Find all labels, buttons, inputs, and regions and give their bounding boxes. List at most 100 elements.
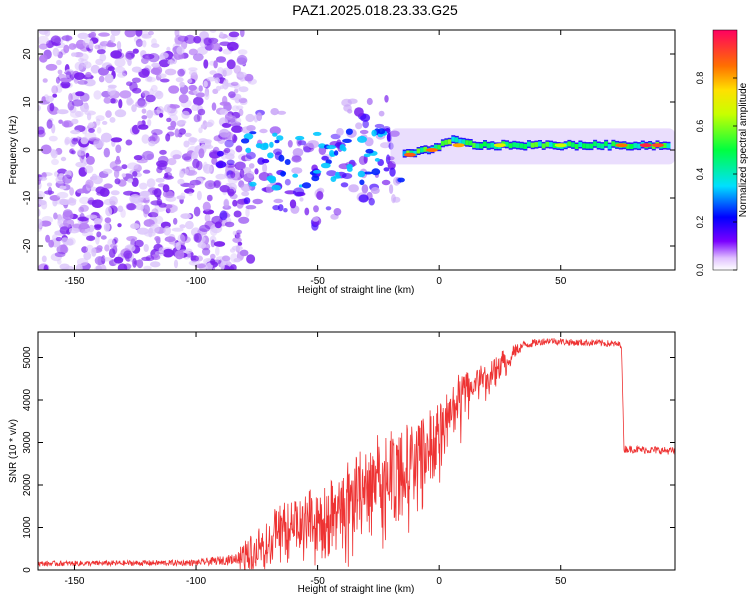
noise-blob xyxy=(41,96,46,103)
signal-blob xyxy=(333,208,342,216)
signal-peak xyxy=(363,153,371,158)
noise-blob xyxy=(68,43,77,50)
signal-blob xyxy=(245,113,255,123)
noise-blob xyxy=(57,168,68,175)
noise-blob xyxy=(96,245,103,251)
noise-blob xyxy=(59,226,70,235)
noise-blob xyxy=(220,261,225,270)
signal-blob xyxy=(304,207,310,216)
noise-blob xyxy=(118,99,123,109)
noise-blob xyxy=(84,227,94,233)
noise-blob xyxy=(219,41,231,47)
signal-blob xyxy=(284,178,291,186)
signal-blob xyxy=(307,140,320,149)
noise-blob xyxy=(158,73,167,79)
noise-blob xyxy=(110,98,116,104)
noise-blob xyxy=(77,216,89,222)
noise-blob xyxy=(235,145,243,153)
noise-blob xyxy=(98,32,110,37)
signal-blob xyxy=(359,129,369,135)
noise-blob xyxy=(107,66,115,72)
ridge-hotspot xyxy=(425,148,438,152)
noise-blob xyxy=(259,128,268,134)
noise-blob xyxy=(105,206,113,217)
ridge-cell xyxy=(508,143,513,149)
noise-blob xyxy=(188,48,198,56)
noise-blob xyxy=(195,92,206,98)
noise-blob xyxy=(170,120,177,128)
noise-blob xyxy=(76,188,87,194)
noise-blob xyxy=(184,188,195,194)
noise-blob xyxy=(141,134,150,144)
noise-blob xyxy=(55,236,62,242)
noise-blob xyxy=(38,177,41,185)
noise-blob xyxy=(103,198,116,206)
noise-blob xyxy=(41,201,48,210)
noise-blob xyxy=(94,224,102,229)
noise-blob xyxy=(52,47,60,57)
noise-blob xyxy=(185,220,194,230)
noise-blob xyxy=(58,119,63,124)
noise-blob xyxy=(117,223,122,228)
noise-blob xyxy=(198,127,203,134)
signal-blob xyxy=(361,184,369,194)
ridge-hotspot xyxy=(493,143,506,148)
noise-blob xyxy=(233,258,241,263)
signal-blob xyxy=(378,110,385,117)
noise-blob xyxy=(123,263,132,270)
ridge-cell xyxy=(486,143,491,149)
noise-blob xyxy=(145,76,156,83)
signal-blob xyxy=(380,142,391,149)
signal-peak xyxy=(397,177,405,183)
noise-blob xyxy=(142,204,150,215)
noise-blob xyxy=(183,140,190,148)
noise-blob xyxy=(60,156,67,162)
noise-blob xyxy=(63,218,75,228)
noise-blob xyxy=(86,155,95,165)
noise-blob xyxy=(60,81,71,89)
noise-blob xyxy=(231,125,243,133)
ridge-cell xyxy=(423,146,428,152)
noise-blob xyxy=(211,42,221,51)
noise-blob xyxy=(226,59,236,70)
ridge-hotspot xyxy=(652,143,664,148)
noise-blob xyxy=(113,51,125,59)
noise-blob xyxy=(166,46,171,52)
signal-blob xyxy=(370,187,380,194)
noise-blob xyxy=(88,128,95,133)
noise-blob xyxy=(61,120,74,128)
colorbar-tick-label: 0.8 xyxy=(695,72,705,85)
ridge-cell xyxy=(454,137,459,143)
signal-peak xyxy=(301,182,312,189)
ridge-cell xyxy=(440,140,445,146)
signal-blob xyxy=(245,151,256,160)
noise-blob xyxy=(177,68,185,77)
signal-blob xyxy=(248,163,255,169)
noise-blob xyxy=(184,132,192,137)
ridge-cell xyxy=(593,141,598,147)
noise-blob xyxy=(177,234,186,244)
signal-blob xyxy=(312,216,319,222)
noise-blob xyxy=(57,69,63,75)
ridge-cell xyxy=(519,143,524,149)
y-tick-label: 2000 xyxy=(22,473,33,496)
noise-blob xyxy=(233,65,242,74)
noise-blob xyxy=(178,53,185,60)
signal-peak xyxy=(357,170,366,178)
noise-blob xyxy=(164,68,177,76)
noise-blob xyxy=(96,49,106,55)
noise-blob xyxy=(46,182,53,187)
noise-blob xyxy=(137,124,149,130)
noise-blob xyxy=(215,56,227,63)
noise-blob xyxy=(105,110,112,118)
ridge-cell xyxy=(629,144,634,149)
noise-blob xyxy=(38,218,43,229)
noise-blob xyxy=(130,223,140,230)
noise-blob xyxy=(113,169,120,178)
noise-blob xyxy=(142,53,155,60)
noise-blob xyxy=(60,244,68,254)
signal-blob xyxy=(293,187,305,197)
noise-blob xyxy=(84,165,94,174)
noise-blob xyxy=(79,212,85,222)
noise-blob xyxy=(38,126,45,135)
